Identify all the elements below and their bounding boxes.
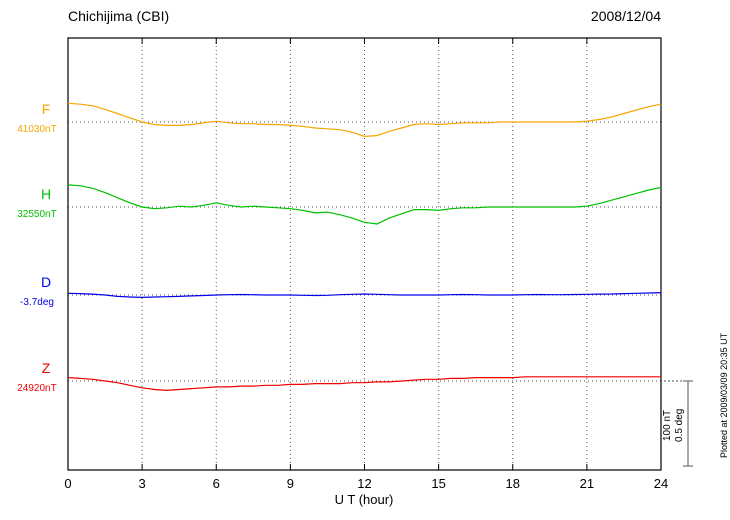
series-baseline-d: -3.7deg	[20, 297, 54, 308]
series-baseline-z: 24920nT	[17, 383, 57, 394]
plotted-at-note: Plotted at 2009/03/09 20:35 UT	[719, 332, 729, 459]
station-title: Chichijima (CBI)	[68, 8, 170, 24]
scale-deg-label: 0.5 deg	[674, 408, 685, 442]
scale-nt-label: 100 nT	[662, 409, 673, 441]
x-tick-label: 3	[139, 476, 146, 491]
x-tick-label: 15	[431, 476, 445, 491]
series-label-d: D	[40, 274, 52, 290]
series-label-z: Z	[41, 360, 51, 376]
trace-h	[67, 184, 662, 225]
trace-d	[67, 292, 662, 299]
trace-z	[67, 376, 661, 392]
series-label-h: H	[40, 186, 52, 202]
trace-f	[67, 102, 662, 138]
x-tick-label: 21	[580, 476, 594, 491]
x-tick-label: 6	[213, 476, 220, 491]
series-baseline-h: 32550nT	[17, 209, 57, 220]
observation-date: 2008/12/04	[590, 8, 661, 24]
x-tick-label: 18	[506, 476, 520, 491]
scale-bar-labels: 100 nT 0.5 deg	[662, 383, 685, 467]
x-tick-label: 24	[654, 476, 668, 491]
plot-frame	[67, 37, 662, 471]
series-label-f: F	[41, 101, 51, 117]
x-axis-label: U T (hour)	[334, 492, 394, 507]
x-tick-label: 0	[64, 476, 71, 491]
series-baseline-f: 41030nT	[17, 124, 57, 135]
x-tick-label: 9	[287, 476, 294, 491]
x-tick-label: 12	[357, 476, 371, 491]
